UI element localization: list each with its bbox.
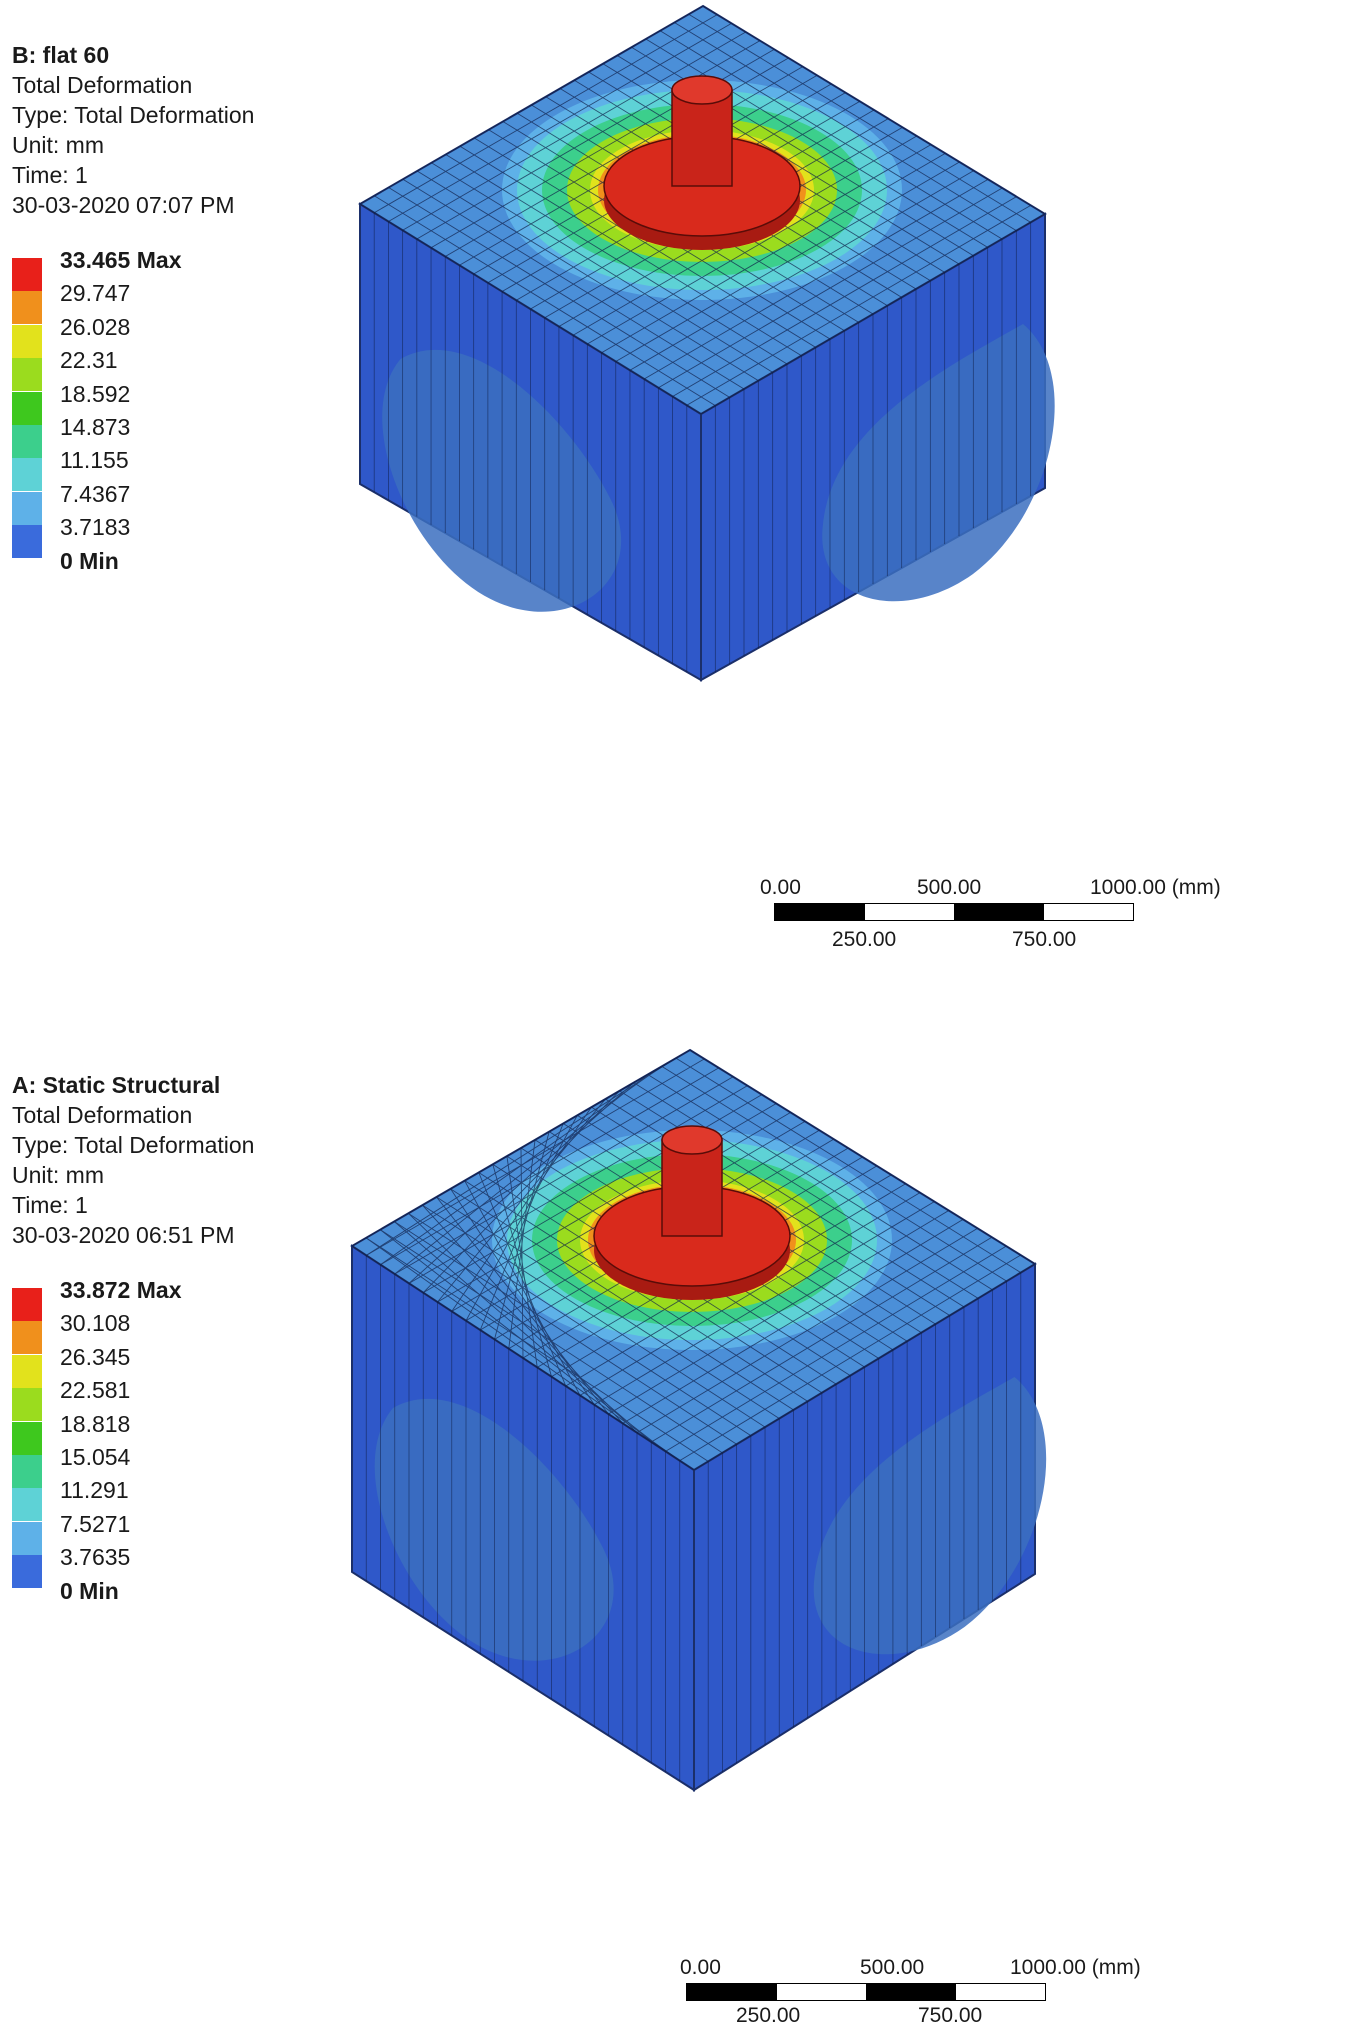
legend-swatch bbox=[12, 1321, 42, 1355]
legend-swatch bbox=[12, 358, 42, 392]
mesh-line bbox=[686, 204, 1031, 406]
side-mesh-lines bbox=[373, 212, 1032, 672]
legend-label: 29.747 bbox=[60, 280, 131, 307]
scale-label-0: 0.00 bbox=[680, 1956, 721, 1979]
side-contour-right bbox=[822, 324, 1055, 602]
mesh-line bbox=[393, 1221, 652, 1443]
legend-swatch bbox=[12, 291, 42, 325]
scale-bar-graphic bbox=[686, 1983, 1046, 2001]
legend-label: 7.4367 bbox=[60, 480, 131, 507]
scale-label-0: 0.00 bbox=[760, 876, 801, 899]
mesh-line bbox=[402, 178, 745, 390]
column-top bbox=[661, 1125, 723, 1155]
legend-swatch bbox=[12, 1354, 42, 1388]
result-time: Time: 1 bbox=[12, 1192, 88, 1218]
legend-max-label: 33.465 Max bbox=[60, 247, 182, 273]
mesh-line bbox=[643, 178, 989, 380]
scale-bar: 0.00 500.00 1000.00 (mm) 250.00 750.00 bbox=[680, 1956, 1180, 2028]
result-name: Total Deformation bbox=[12, 1102, 193, 1128]
mesh-line bbox=[365, 1237, 709, 1462]
legend-swatch bbox=[12, 1454, 42, 1488]
legend-label: 3.7635 bbox=[60, 1544, 131, 1571]
legend-label: 14.873 bbox=[60, 413, 131, 440]
mesh-line bbox=[679, 1254, 1021, 1462]
scale-bar: 0.00 500.00 1000.00 (mm) 250.00 750.00 bbox=[760, 876, 1260, 956]
legend-label: 26.028 bbox=[60, 313, 131, 340]
mesh-line bbox=[658, 187, 1003, 389]
legend-min-label: 0 Min bbox=[60, 1577, 119, 1604]
legend-label: 22.581 bbox=[60, 1377, 131, 1404]
side-contour-right bbox=[813, 1377, 1047, 1655]
legend-swatch bbox=[12, 324, 42, 358]
legend-label: 22.31 bbox=[60, 347, 118, 374]
legend-max-label: 33.872 Max bbox=[60, 1277, 182, 1303]
legend-swatch bbox=[12, 491, 42, 525]
mesh-line bbox=[388, 187, 730, 398]
legend-swatch bbox=[12, 458, 42, 492]
legend-swatch bbox=[12, 1555, 42, 1589]
legend-label: 7.5271 bbox=[60, 1510, 131, 1537]
legend-min-label: 0 Min bbox=[60, 547, 119, 574]
legend-swatch bbox=[12, 1388, 42, 1422]
legend-swatch bbox=[12, 258, 42, 291]
legend-swatch bbox=[12, 1488, 42, 1522]
scale-label-500: 500.00 bbox=[860, 1956, 925, 1979]
deformation-model-view[interactable] bbox=[350, 1048, 1350, 1980]
mesh-line bbox=[379, 1229, 723, 1454]
result-unit: Unit: mm bbox=[12, 1162, 104, 1188]
side-contour-left bbox=[382, 349, 622, 612]
result-info-block: B: flat 60 Total Deformation Type: Total… bbox=[12, 40, 254, 220]
legend-label: 18.592 bbox=[60, 380, 131, 407]
mesh-line bbox=[365, 1237, 681, 1462]
mesh-line bbox=[394, 1221, 737, 1445]
mesh-line bbox=[665, 1245, 1007, 1452]
result-type: Type: Total Deformation bbox=[12, 1132, 255, 1158]
side-mesh-lines bbox=[365, 1255, 1022, 1781]
scale-label-750: 750.00 bbox=[1012, 928, 1077, 951]
result-title: B: flat 60 bbox=[12, 42, 110, 68]
deformation-model-view[interactable] bbox=[358, 0, 1358, 890]
result-type: Type: Total Deformation bbox=[12, 102, 255, 128]
mesh-line bbox=[672, 196, 1017, 397]
result-panel-a: A: Static Structural Total Deformation T… bbox=[0, 1030, 1358, 2044]
column-top bbox=[671, 75, 733, 105]
scale-label-750: 750.00 bbox=[918, 2004, 983, 2027]
legend-swatch bbox=[12, 525, 42, 559]
scale-label-500: 500.00 bbox=[917, 876, 982, 899]
scale-label-1000: 1000.00 (mm) bbox=[1090, 876, 1221, 899]
mesh-line bbox=[651, 1236, 993, 1443]
result-unit: Unit: mm bbox=[12, 132, 104, 158]
legend-label: 18.818 bbox=[60, 1410, 131, 1437]
result-panel-b: B: flat 60 Total Deformation Type: Total… bbox=[0, 0, 1358, 1014]
result-name: Total Deformation bbox=[12, 72, 193, 98]
legend-label: 30.108 bbox=[60, 1310, 131, 1337]
scale-label-1000: 1000.00 (mm) bbox=[1010, 1956, 1141, 1979]
legend-swatch bbox=[12, 1421, 42, 1455]
legend-label: 11.291 bbox=[60, 1477, 129, 1504]
scale-label-250: 250.00 bbox=[832, 928, 897, 951]
scale-bar-graphic bbox=[774, 903, 1134, 921]
legend-swatch bbox=[12, 391, 42, 425]
result-timestamp: 30-03-2020 07:07 PM bbox=[12, 192, 235, 218]
legend-swatch bbox=[12, 1288, 42, 1321]
legend-label: 3.7183 bbox=[60, 514, 131, 541]
column-shaft bbox=[661, 1139, 723, 1237]
result-time: Time: 1 bbox=[12, 162, 88, 188]
legend-swatch bbox=[12, 1521, 42, 1555]
result-timestamp: 30-03-2020 06:51 PM bbox=[12, 1222, 235, 1248]
legend-label: 11.155 bbox=[60, 447, 129, 474]
result-info-block: A: Static Structural Total Deformation T… bbox=[12, 1070, 254, 1250]
legend-swatch bbox=[12, 424, 42, 458]
mesh-line bbox=[636, 1227, 978, 1434]
result-title: A: Static Structural bbox=[12, 1072, 221, 1098]
legend-label: 15.054 bbox=[60, 1443, 131, 1470]
scale-label-250: 250.00 bbox=[736, 2004, 801, 2027]
legend-label: 26.345 bbox=[60, 1343, 131, 1370]
mesh-line bbox=[374, 195, 716, 407]
